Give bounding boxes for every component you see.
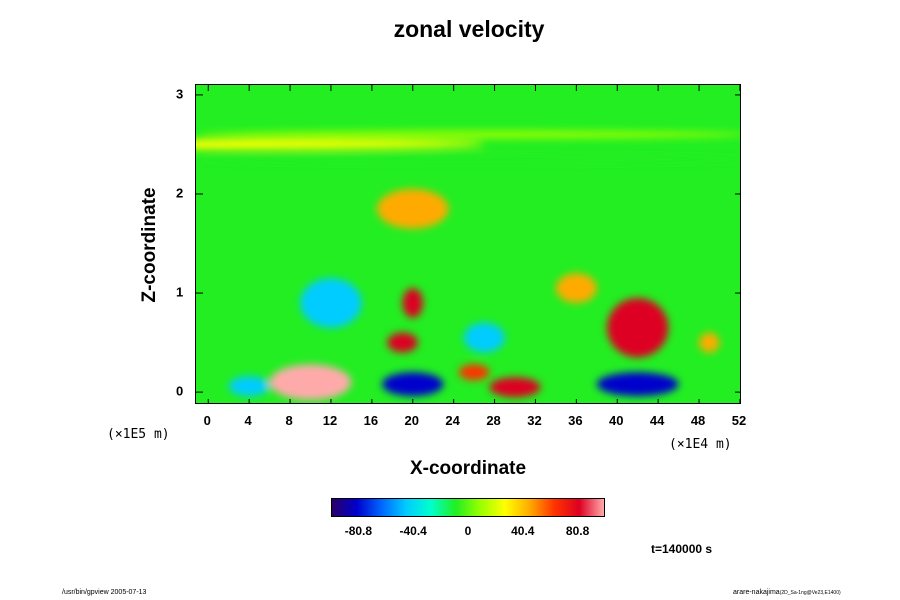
colorbar-tick-label: 40.4 — [511, 524, 535, 538]
footer-command: /usr/bin/gpview 2005-07-13 — [62, 589, 147, 596]
footer-author-run: (2D_Sa-1ng@Ve23,E1400) — [779, 590, 841, 596]
x-tick-label: 8 — [285, 413, 293, 428]
colorbar-tick-label: 0 — [464, 524, 472, 538]
x-tick-label: 12 — [322, 413, 338, 428]
x-tick-label: 44 — [649, 413, 665, 428]
x-tick-label: 28 — [486, 413, 501, 428]
heatmap-field — [196, 85, 740, 403]
heatmap-feature-12 — [596, 372, 679, 397]
x-tick-label: 24 — [445, 413, 460, 428]
heatmap-feature-1 — [198, 130, 740, 139]
chart-title: zonal velocity — [393, 16, 545, 42]
heatmap-feature-4 — [300, 278, 362, 328]
footer-author-name: arare-nakajima — [733, 589, 780, 596]
y-axis-label: Z-coordinate — [139, 187, 160, 303]
heatmap-feature-16 — [699, 332, 720, 353]
x-tick-label: 48 — [690, 413, 706, 428]
heatmap-feature-15 — [555, 273, 597, 303]
y-axis-multiplier: (×1E5 m) — [107, 427, 170, 442]
colorbar-tick-label: -80.8 — [344, 524, 373, 538]
x-axis-multiplier: (×1E4 m) — [669, 437, 732, 452]
x-tick-label: 52 — [731, 413, 747, 428]
footer-author: arare-nakajima(2D_Sa-1ng@Ve23,E1400) — [733, 589, 841, 596]
x-tick-label: 0 — [203, 413, 211, 428]
colorbar-tick-label: -40.4 — [399, 524, 427, 538]
heatmap-feature-13 — [607, 298, 669, 358]
x-tick-label: 36 — [568, 413, 583, 428]
heatmap-feature-3 — [376, 189, 449, 229]
heatmap-feature-11 — [489, 377, 541, 398]
colorbar — [331, 498, 605, 517]
x-tick-label: 20 — [404, 413, 419, 428]
y-tick-label: 1 — [176, 284, 184, 300]
x-tick-label: 40 — [609, 413, 624, 428]
x-tick-label: 16 — [363, 413, 379, 428]
time-label: t=140000 s — [651, 542, 713, 556]
y-tick-label: 3 — [176, 86, 184, 102]
heatmap-feature-2 — [198, 154, 740, 165]
heatmap-feature-10 — [458, 364, 490, 381]
heatmap-feature-7 — [382, 372, 444, 397]
y-tick-label: 2 — [176, 185, 184, 201]
x-axis-label: X-coordinate — [409, 458, 527, 479]
heatmap-feature-8 — [402, 288, 423, 318]
colorbar-tick-label: 80.8 — [565, 524, 590, 538]
x-tick-label: 4 — [244, 413, 252, 428]
x-tick-label: 32 — [527, 413, 542, 428]
plot-area — [195, 84, 741, 404]
y-tick-label: 0 — [176, 383, 184, 399]
heatmap-feature-9 — [387, 332, 418, 353]
heatmap-feature-6 — [228, 376, 270, 397]
heatmap-feature-0 — [196, 139, 485, 150]
heatmap-feature-5 — [269, 364, 352, 401]
heatmap-feature-14 — [463, 322, 505, 353]
